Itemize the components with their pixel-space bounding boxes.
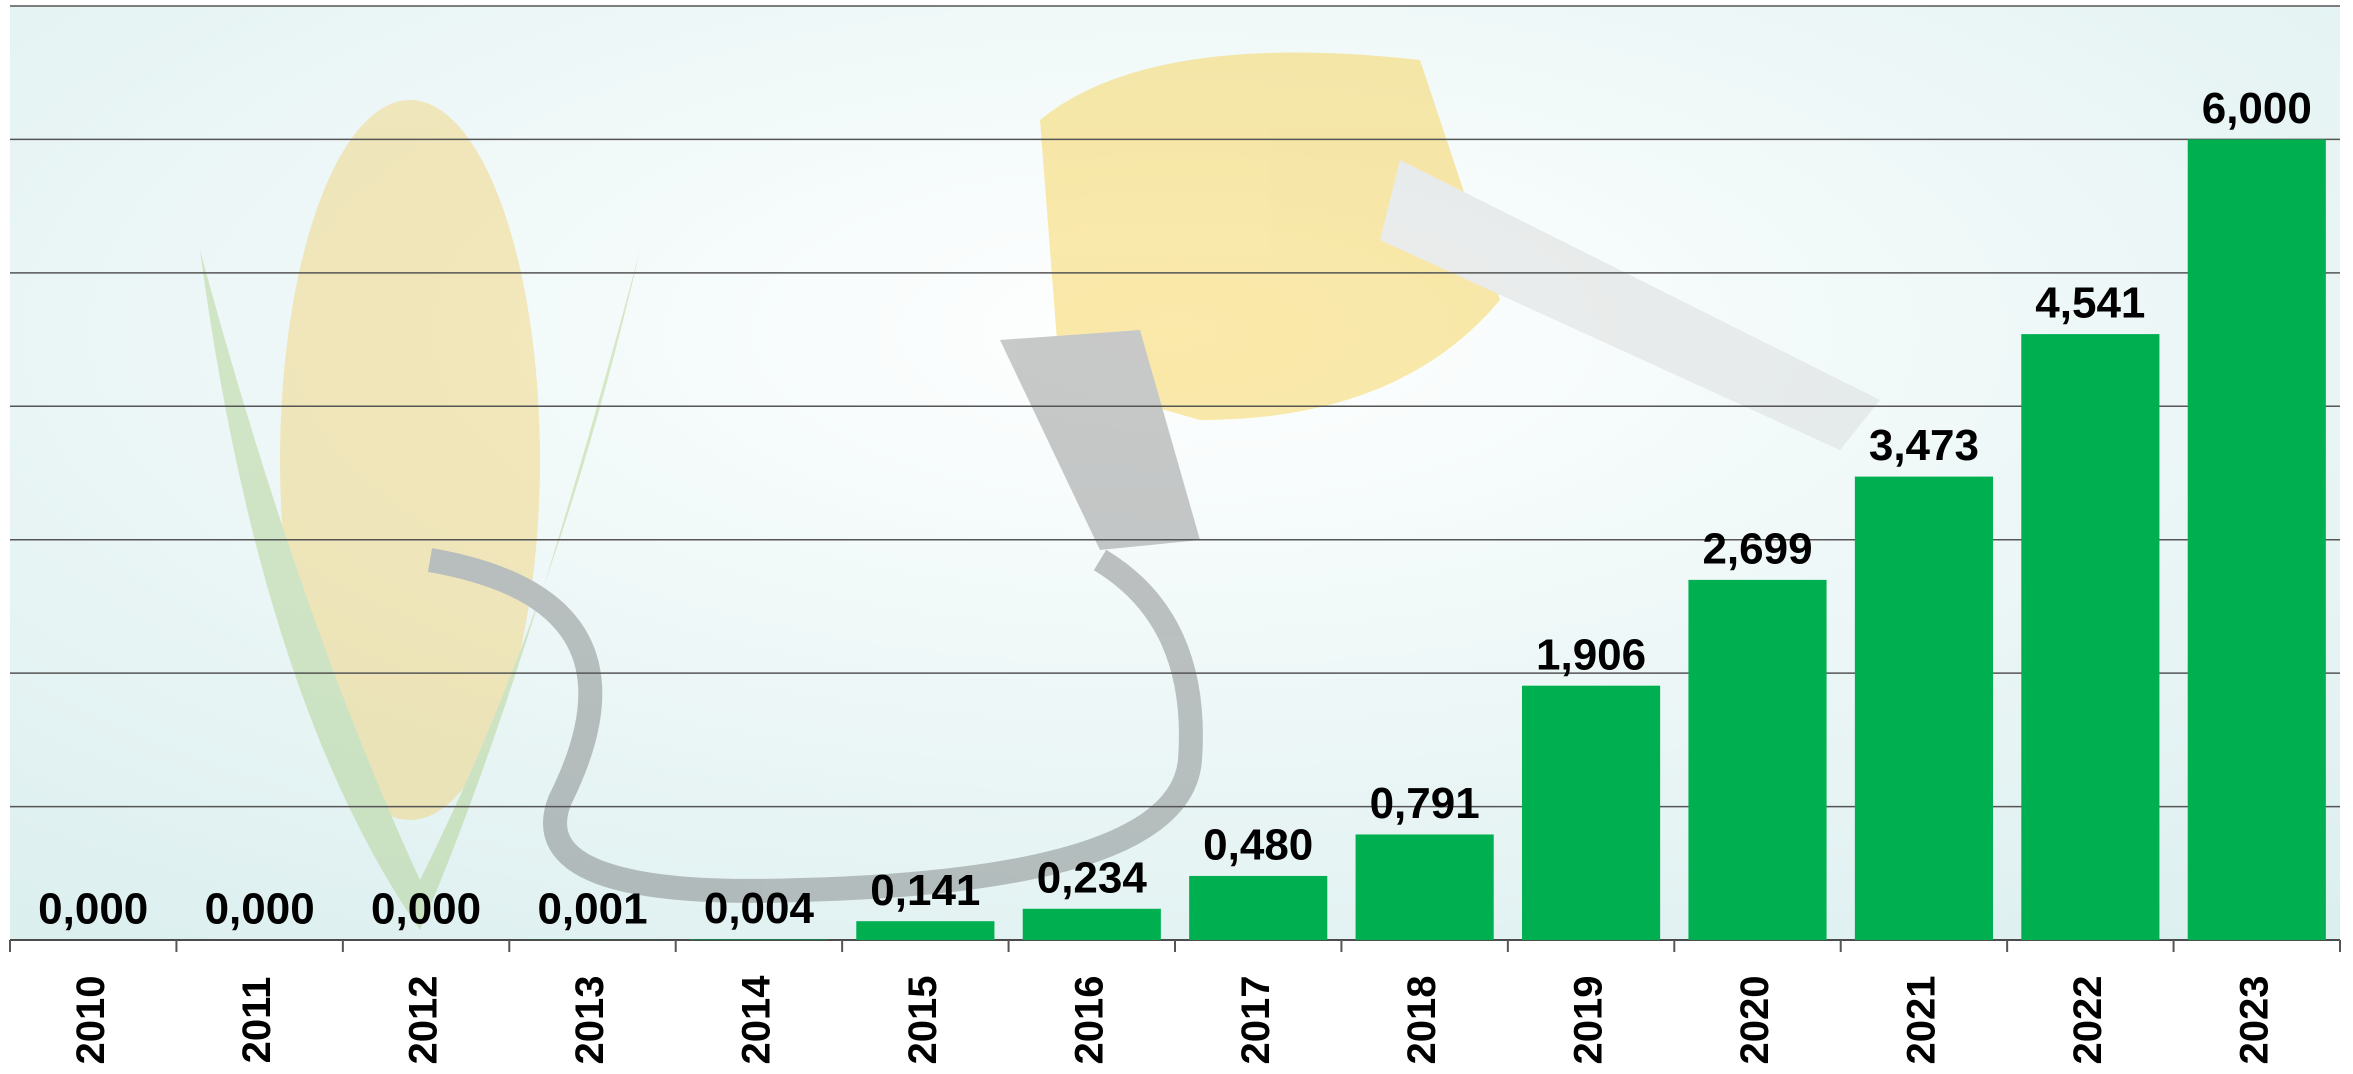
bar — [1855, 477, 1993, 940]
x-tick-label: 2011 — [235, 977, 279, 1064]
bar — [1522, 686, 1660, 940]
x-tick-label: 2021 — [1899, 976, 1943, 1065]
value-label: 0,000 — [205, 885, 315, 934]
x-tick-label: 2015 — [901, 976, 945, 1065]
chart: 0,000 2010 0,000 2011 0,000 2012 0,001 2013 0,00… — [0, 0, 2353, 1074]
value-label: 0,480 — [1203, 821, 1313, 870]
value-label: 0,001 — [537, 884, 647, 933]
bar — [2188, 139, 2326, 940]
value-label: 0,000 — [371, 885, 481, 934]
bar — [1189, 876, 1327, 940]
x-tick-label: 2018 — [1400, 976, 1444, 1065]
x-tick-label: 2020 — [1733, 976, 1777, 1065]
x-tick-label: 2019 — [1567, 976, 1611, 1065]
x-tick-label: 2016 — [1067, 976, 1111, 1065]
value-label: 0,791 — [1370, 779, 1480, 828]
x-tick-label: 2010 — [69, 976, 113, 1065]
value-label: 0,004 — [704, 884, 815, 933]
x-tick-label: 2022 — [2066, 976, 2110, 1065]
bar — [1688, 580, 1826, 940]
x-tick-label: 2017 — [1234, 976, 1278, 1065]
value-label: 3,473 — [1869, 421, 1979, 470]
x-tick-label: 2012 — [402, 976, 446, 1065]
bar — [1023, 909, 1161, 940]
value-label: 2,699 — [1702, 525, 1812, 574]
bar — [690, 939, 828, 940]
value-label: 0,234 — [1037, 853, 1148, 902]
bar — [1356, 834, 1494, 940]
value-label: 1,906 — [1536, 630, 1646, 679]
x-tick-label: 2014 — [734, 975, 778, 1065]
x-tick-label: 2023 — [2232, 976, 2276, 1065]
bar — [2021, 334, 2159, 940]
value-label: 6,000 — [2202, 84, 2312, 133]
value-label: 0,000 — [38, 885, 148, 934]
value-label: 4,541 — [2035, 279, 2145, 328]
value-label: 0,141 — [870, 866, 980, 915]
bar — [856, 921, 994, 940]
x-tick-label: 2013 — [568, 976, 612, 1065]
